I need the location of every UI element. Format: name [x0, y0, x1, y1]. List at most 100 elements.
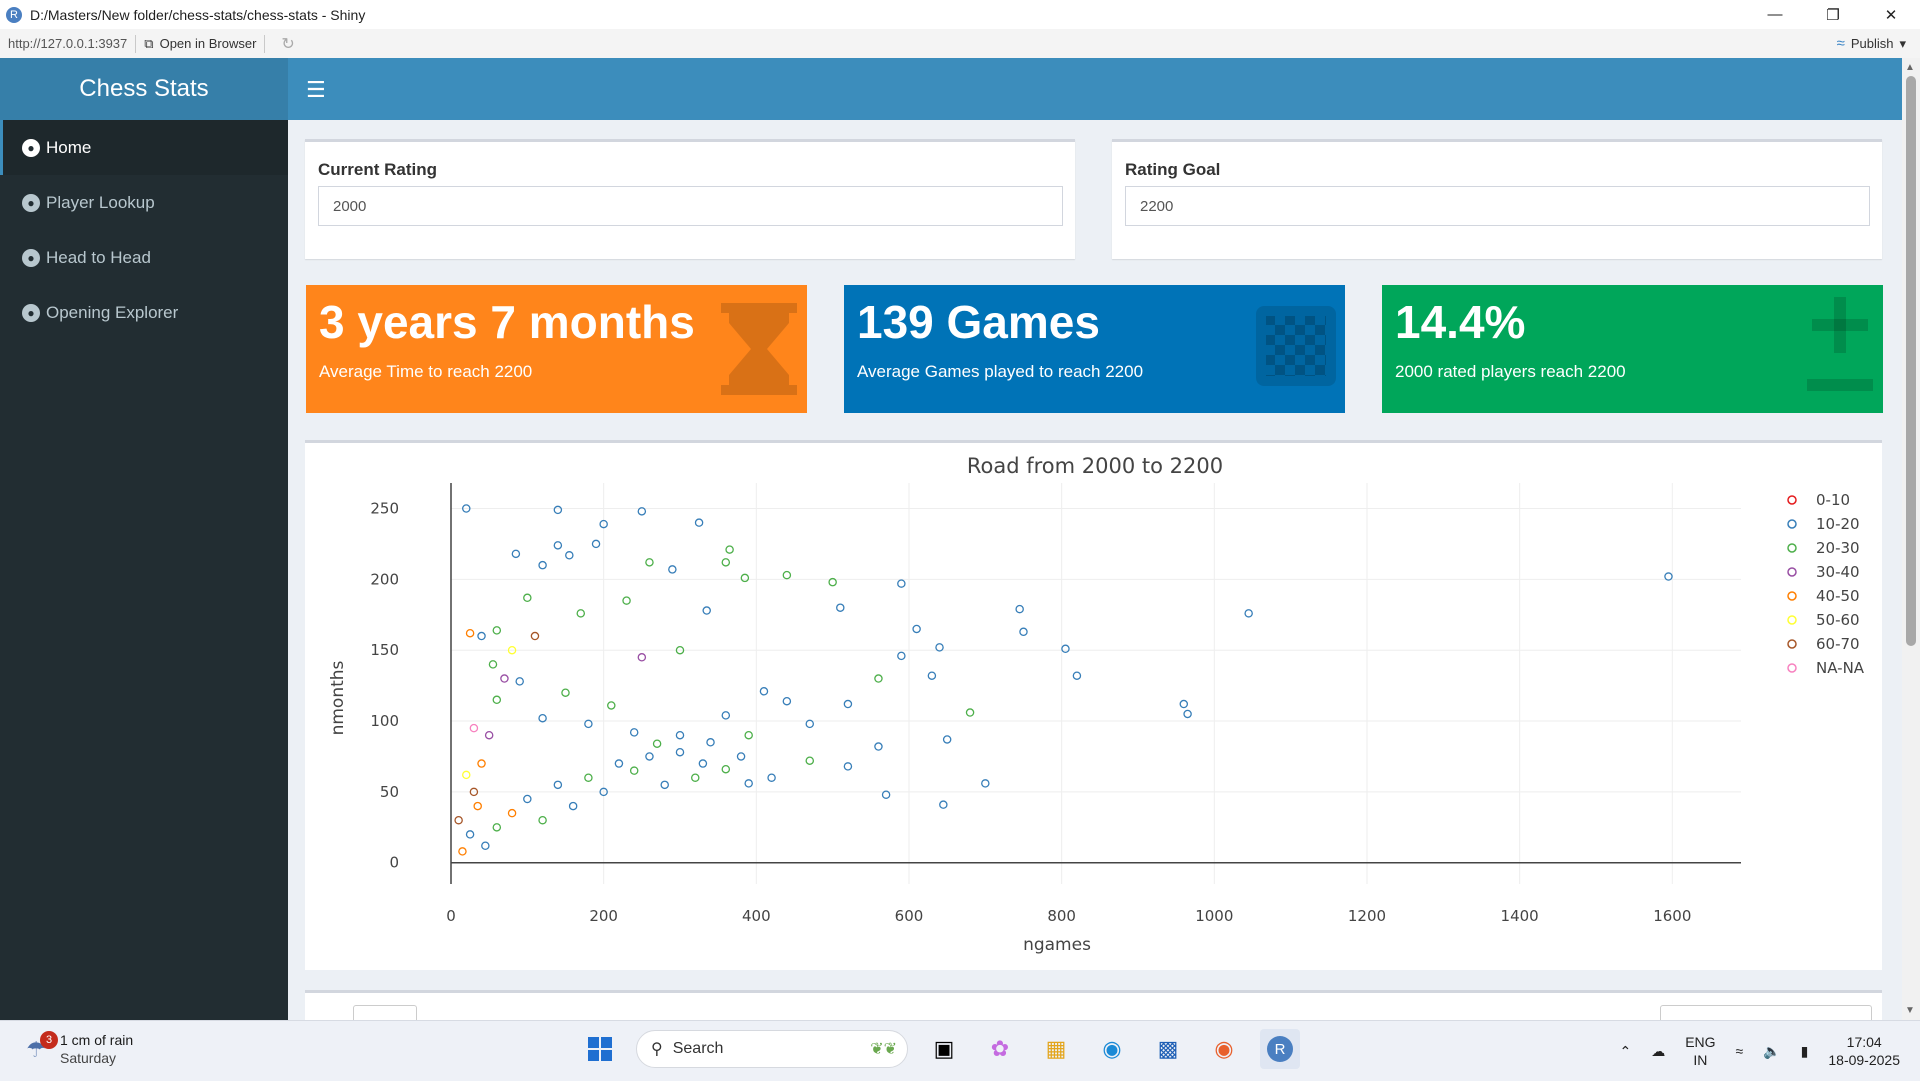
valuebox-value: 139 Games	[857, 296, 1100, 348]
data-point	[691, 773, 700, 782]
page-scrollbar[interactable]: ▲ ▼	[1902, 58, 1920, 1020]
x-tick-label: 0	[446, 907, 456, 925]
hourglass-icon	[721, 303, 797, 395]
data-point	[458, 847, 467, 856]
data-point	[874, 674, 883, 683]
chart-points	[454, 504, 1673, 856]
data-point	[462, 504, 471, 513]
data-point	[565, 551, 574, 560]
data-point	[744, 779, 753, 788]
publish-button[interactable]: ≈ Publish ▾	[1837, 35, 1906, 52]
x-tick-label: 200	[589, 907, 618, 925]
chessboard-icon	[1256, 306, 1336, 386]
sidebar-item-opening-explorer[interactable]: ● Opening Explorer	[0, 285, 288, 340]
data-point	[561, 688, 570, 697]
scroll-up-icon[interactable]: ▲	[1905, 62, 1915, 73]
task-view-icon[interactable]: ▣	[933, 1036, 955, 1061]
data-point	[965, 708, 975, 717]
valuebox-subtitle: 2000 rated players reach 2200	[1395, 362, 1626, 381]
show-hidden-icons-chevron[interactable]: ⌃	[1619, 1043, 1632, 1059]
scatter-chart[interactable]: 0 200 400 600 800 1000 1200 1400 1600 0 50 100 150 20…	[305, 443, 1882, 967]
scroll-thumb[interactable]	[1906, 76, 1916, 646]
data-point	[515, 677, 524, 686]
umbrella-icon: ☂ 3	[26, 1031, 58, 1062]
battery-icon[interactable]: ▮	[1800, 1043, 1809, 1059]
window-controls: — ❐ ✕	[1746, 0, 1920, 29]
data-point	[507, 808, 517, 818]
legend-label: NA-NA	[1816, 659, 1865, 677]
data-point	[614, 759, 624, 768]
clock[interactable]: 17:04 18-09-2025	[1828, 1033, 1900, 1069]
data-point	[530, 631, 540, 641]
sidebar-item-head-to-head[interactable]: ● Head to Head	[0, 230, 288, 285]
data-point	[927, 671, 937, 680]
close-button[interactable]: ✕	[1884, 6, 1898, 24]
data-point	[477, 631, 486, 641]
y-axis-label: nmonths	[328, 660, 348, 735]
weather-summary: 1 cm of rain	[60, 1032, 134, 1048]
current-rating-label: Current Rating	[318, 160, 437, 179]
firefox-icon[interactable]: ◉	[1214, 1036, 1234, 1061]
app-brand[interactable]: Chess Stats	[0, 58, 288, 120]
sidebar-item-home[interactable]: ● Home	[0, 120, 288, 175]
rating-goal-input[interactable]: 2200	[1125, 186, 1870, 226]
rstudio-taskbar-icon[interactable]: R	[1260, 1029, 1300, 1069]
data-point	[698, 759, 708, 768]
publish-icon: ≈	[1836, 35, 1845, 52]
data-point	[553, 780, 563, 790]
data-point	[935, 643, 944, 652]
language-indicator[interactable]: ENG IN	[1685, 1033, 1715, 1069]
taskbar-search[interactable]: ⚲ Search ❦❦	[636, 1030, 908, 1068]
data-point	[843, 699, 853, 709]
maximize-button[interactable]: ❐	[1826, 6, 1840, 24]
onedrive-icon[interactable]: ☁	[1651, 1043, 1666, 1059]
data-point	[706, 738, 715, 747]
wifi-icon[interactable]: ≈	[1735, 1043, 1744, 1059]
url-text[interactable]: http://127.0.0.1:3937	[8, 36, 128, 51]
data-point	[454, 815, 463, 825]
file-explorer-icon[interactable]: ▦	[1045, 1036, 1067, 1061]
publish-label: Publish	[1850, 36, 1894, 51]
valuebox-subtitle: Average Games played to reach 2200	[857, 362, 1144, 381]
data-point	[462, 770, 471, 780]
weather-widget[interactable]: ☂ 3 1 cm of rain Saturday	[26, 1031, 133, 1067]
rating-goal-label: Rating Goal	[1125, 160, 1221, 179]
open-in-browser-button[interactable]: ⧉ Open in Browser	[144, 36, 256, 52]
edge-browser-icon[interactable]: ◉	[1102, 1036, 1122, 1061]
volume-icon[interactable]: 🔈	[1763, 1043, 1781, 1059]
search-placeholder: Search	[672, 1040, 724, 1057]
x-axis-label: ngames	[1023, 935, 1091, 955]
data-point	[828, 577, 837, 587]
window-titlebar: R D:/Masters/New folder/chess-stats/ches…	[0, 0, 1920, 29]
hamburger-menu-icon[interactable]: ☰	[306, 77, 326, 102]
refresh-icon[interactable]: ↻	[281, 35, 295, 53]
chart-title: Road from 2000 to 2200	[967, 454, 1223, 478]
microsoft-store-icon[interactable]: ▩	[1157, 1036, 1179, 1061]
data-point	[1072, 671, 1082, 680]
data-point	[584, 773, 593, 782]
windows-logo-icon	[588, 1037, 612, 1061]
data-point	[473, 801, 482, 811]
data-point	[675, 645, 685, 655]
sidebar: Chess Stats ● Home ● Player Lookup ● Hea…	[0, 58, 288, 1020]
percent-valuebox: 14.4% 2000 rated players reach 2200	[1382, 285, 1883, 413]
system-tray: ⌃ ☁ ENG IN ≈ 🔈 ▮ 17:04 18-09-2025	[1609, 1021, 1920, 1081]
data-point	[591, 539, 601, 549]
legend-label: 40-50	[1816, 587, 1860, 605]
data-point	[767, 773, 776, 782]
data-point	[668, 565, 677, 574]
data-point	[836, 603, 845, 612]
x-tick-label: 1200	[1348, 907, 1386, 925]
scroll-down-icon[interactable]: ▼	[1905, 1005, 1915, 1016]
data-point	[912, 624, 921, 634]
copilot-icon[interactable]: ✿	[990, 1036, 1010, 1061]
minimize-button[interactable]: —	[1767, 6, 1783, 23]
current-rating-input[interactable]: 2000	[318, 186, 1063, 226]
sidebar-item-player-lookup[interactable]: ● Player Lookup	[0, 175, 288, 230]
clock-date: 18-09-2025	[1828, 1052, 1900, 1068]
data-point	[492, 626, 502, 635]
toolbar-divider	[264, 34, 266, 53]
start-button[interactable]	[580, 1029, 620, 1069]
data-point	[629, 728, 639, 737]
chevron-down-icon: ▾	[1899, 35, 1906, 51]
